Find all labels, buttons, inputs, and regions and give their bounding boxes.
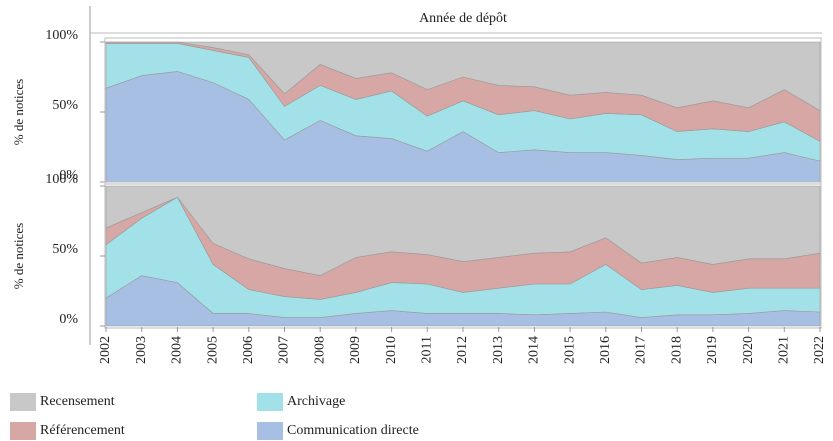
legend-swatch	[257, 422, 283, 440]
y-tick-label: 0%	[59, 168, 78, 183]
x-tick-label: 2015	[562, 336, 577, 364]
x-tick-label: 2018	[669, 336, 684, 364]
area	[105, 185, 821, 276]
y-tick-label: 100%	[45, 28, 78, 43]
x-tick-label: 2003	[134, 336, 149, 364]
legend-label: Référencement	[40, 423, 125, 438]
legend-swatch	[10, 422, 36, 440]
x-tick-label: 2012	[455, 336, 470, 364]
legend-label: Recensement	[40, 394, 115, 409]
area	[106, 41, 821, 112]
x-tick-label: 2007	[277, 336, 292, 364]
x-tick-label: 2006	[241, 336, 256, 364]
x-tick-label: 2008	[312, 336, 327, 364]
header-title: Année de dépôt	[419, 11, 507, 26]
y-tick-label: 50%	[52, 98, 78, 113]
legend-swatch	[10, 393, 36, 411]
x-tick-label: 2019	[705, 336, 720, 364]
x-tick-label: 2022	[812, 336, 827, 364]
y-tick-label: 50%	[52, 242, 78, 257]
x-tick-label: 2016	[598, 336, 613, 364]
x-tick-label: 2017	[634, 336, 649, 364]
x-tick-label: 2020	[741, 336, 756, 364]
y-tick-label: 100%	[45, 172, 78, 187]
legend-swatch	[257, 393, 283, 411]
x-tick-label: 2004	[170, 336, 185, 364]
x-tick-label: 2010	[384, 336, 399, 364]
x-tick-label: 2005	[205, 336, 220, 364]
legend-label: Communication directe	[287, 423, 419, 438]
x-tick-label: 2011	[420, 336, 435, 363]
plot-border	[104, 37, 822, 185]
y-axis-label: % de notices	[11, 223, 26, 289]
x-tick-label: 2009	[348, 336, 363, 364]
legend-label: Archivage	[287, 394, 345, 409]
x-tick-label: 2021	[777, 336, 792, 364]
x-tick-label: 2013	[491, 336, 506, 364]
y-axis-label: % de notices	[11, 79, 26, 145]
y-tick-label: 0%	[59, 312, 78, 327]
x-tick-label: 2014	[527, 336, 542, 364]
x-tick-label: 2002	[98, 336, 113, 364]
